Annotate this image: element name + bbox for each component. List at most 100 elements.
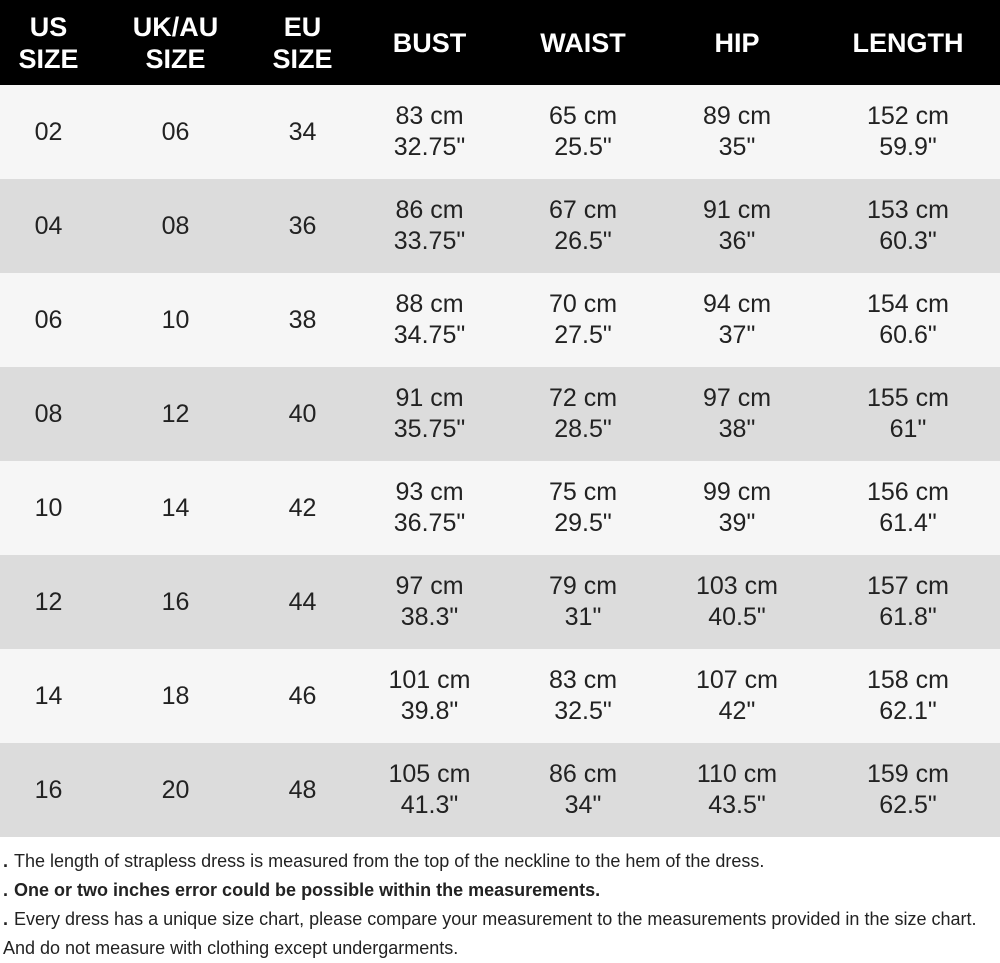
measurement-cm: 105 cm: [388, 760, 471, 788]
hip-cell: 107 cm 42": [658, 649, 816, 743]
table-row: 06 10 38 88 cm 34.75" 70 cm 27.5" 94 cm 37" 154 c…: [0, 273, 1000, 367]
eu-size-cell: 36: [288, 211, 317, 240]
measurement-inches: 37": [718, 321, 756, 349]
hip-cell: 91 cm 36": [658, 179, 816, 273]
length-cell: 157 cm 61.8": [816, 555, 1000, 649]
eu-size-cell: 42: [288, 493, 317, 522]
waist-cell: 67 cm 26.5": [508, 179, 658, 273]
measurement-inches: 38": [718, 415, 756, 443]
waist-cell: 65 cm 25.5": [508, 85, 658, 179]
size-chart: US SIZE UK/AU SIZE EU SIZE BUST WAIST HI…: [0, 0, 1000, 837]
table-row: 08 12 40 91 cm 35.75" 72 cm 28.5" 97 cm 38" 155 c…: [0, 367, 1000, 461]
length-cell: 152 cm 59.9": [816, 85, 1000, 179]
measurement-cm: 97 cm: [702, 384, 772, 412]
us-size-cell: 04: [34, 211, 63, 240]
table-row: 04 08 36 86 cm 33.75" 67 cm 26.5" 91 cm 36" 153 c…: [0, 179, 1000, 273]
measurement-cm: 107 cm: [696, 666, 778, 694]
bullet-icon: .: [3, 909, 9, 929]
waist-cell: 70 cm 27.5": [508, 273, 658, 367]
measurement-inches: 38.3": [400, 603, 459, 631]
measurement-cm: 99 cm: [702, 478, 772, 506]
measurement-inches: 40.5": [708, 603, 766, 631]
table-row: 02 06 34 83 cm 32.75" 65 cm 25.5" 89 cm 35" 152 c…: [0, 85, 1000, 179]
waist-cell: 75 cm 29.5": [508, 461, 658, 555]
uk-au-size-cell: 16: [161, 587, 190, 616]
measurement-inches: 62.1": [879, 697, 937, 725]
measurement-cm: 67 cm: [548, 196, 618, 224]
measurement-inches: 43.5": [708, 791, 766, 819]
uk-au-size-cell: 20: [161, 775, 190, 804]
bust-cell: 101 cm 39.8": [351, 649, 508, 743]
measurement-cm: 110 cm: [696, 760, 778, 788]
bust-cell: 83 cm 32.75": [351, 85, 508, 179]
measurement-inches: 60.3": [879, 227, 937, 255]
hip-cell: 94 cm 37": [658, 273, 816, 367]
measurement-cm: 155 cm: [867, 384, 949, 412]
measurement-inches: 33.75": [393, 227, 466, 255]
measurement-inches: 41.3": [400, 791, 459, 819]
measurement-cm: 88 cm: [395, 290, 464, 318]
header-eu-size: EU SIZE: [272, 11, 333, 74]
bullet-icon: .: [3, 880, 9, 900]
header-us-size: US SIZE: [18, 11, 79, 74]
waist-cell: 86 cm 34": [508, 743, 658, 837]
measurement-inches: 60.6": [879, 321, 937, 349]
us-size-cell: 16: [34, 775, 63, 804]
note-item: . One or two inches error could be possib…: [3, 876, 990, 905]
header-hip: HIP: [714, 27, 760, 58]
us-size-cell: 10: [34, 493, 63, 522]
bust-cell: 86 cm 33.75": [351, 179, 508, 273]
measurement-inches: 26.5": [554, 227, 612, 255]
bust-cell: 88 cm 34.75": [351, 273, 508, 367]
eu-size-cell: 48: [288, 775, 317, 804]
measurement-cm: 86 cm: [548, 760, 618, 788]
header-waist: WAIST: [540, 27, 626, 58]
bust-cell: 93 cm 36.75": [351, 461, 508, 555]
length-cell: 154 cm 60.6": [816, 273, 1000, 367]
measurement-cm: 70 cm: [548, 290, 618, 318]
size-chart-body: 02 06 34 83 cm 32.75" 65 cm 25.5" 89 cm 35" 152 c…: [0, 85, 1000, 837]
hip-cell: 97 cm 38": [658, 367, 816, 461]
measurement-inches: 42": [718, 697, 756, 725]
measurement-cm: 79 cm: [548, 572, 618, 600]
hip-cell: 89 cm 35": [658, 85, 816, 179]
size-chart-header: US SIZE UK/AU SIZE EU SIZE BUST WAIST HI…: [0, 0, 1000, 85]
measurement-cm: 103 cm: [696, 572, 778, 600]
measurement-cm: 75 cm: [548, 478, 618, 506]
length-cell: 158 cm 62.1": [816, 649, 1000, 743]
measurement-cm: 97 cm: [395, 572, 464, 600]
length-cell: 156 cm 61.4": [816, 461, 1000, 555]
bust-cell: 97 cm 38.3": [351, 555, 508, 649]
us-size-cell: 06: [34, 305, 63, 334]
uk-au-size-cell: 06: [161, 117, 190, 146]
note-text: One or two inches error could be possibl…: [14, 880, 601, 900]
table-row: 16 20 48 105 cm 41.3" 86 cm 34" 110 cm 43.5" 159 …: [0, 743, 1000, 837]
measurement-inches: 25.5": [554, 133, 612, 161]
measurement-cm: 156 cm: [867, 478, 949, 506]
length-cell: 153 cm 60.3": [816, 179, 1000, 273]
measurement-cm: 83 cm: [395, 102, 464, 130]
hip-cell: 103 cm 40.5": [658, 555, 816, 649]
table-row: 12 16 44 97 cm 38.3" 79 cm 31" 103 cm 40.5" 157 c…: [0, 555, 1000, 649]
measurement-cm: 157 cm: [867, 572, 949, 600]
uk-au-size-cell: 10: [161, 305, 190, 334]
table-row: 14 18 46 101 cm 39.8" 83 cm 32.5" 107 cm 42" 158 …: [0, 649, 1000, 743]
bust-cell: 91 cm 35.75": [351, 367, 508, 461]
measurement-inches: 61.4": [879, 509, 937, 537]
measurement-cm: 83 cm: [548, 666, 618, 694]
uk-au-size-cell: 08: [161, 211, 190, 240]
measurement-cm: 159 cm: [867, 760, 949, 788]
eu-size-cell: 40: [288, 399, 317, 428]
waist-cell: 79 cm 31": [508, 555, 658, 649]
bust-cell: 105 cm 41.3": [351, 743, 508, 837]
eu-size-cell: 46: [288, 681, 317, 710]
measurement-inches: 27.5": [554, 321, 612, 349]
note-item: . Every dress has a unique size chart, pl…: [3, 905, 990, 963]
measurement-inches: 32.75": [393, 133, 466, 161]
measurement-inches: 34.75": [393, 321, 466, 349]
measurement-inches: 29.5": [554, 509, 612, 537]
us-size-cell: 12: [34, 587, 63, 616]
waist-cell: 72 cm 28.5": [508, 367, 658, 461]
table-row: 10 14 42 93 cm 36.75" 75 cm 29.5" 99 cm 39" 156 c…: [0, 461, 1000, 555]
header-uk-au-size: UK/AU SIZE: [132, 11, 219, 74]
